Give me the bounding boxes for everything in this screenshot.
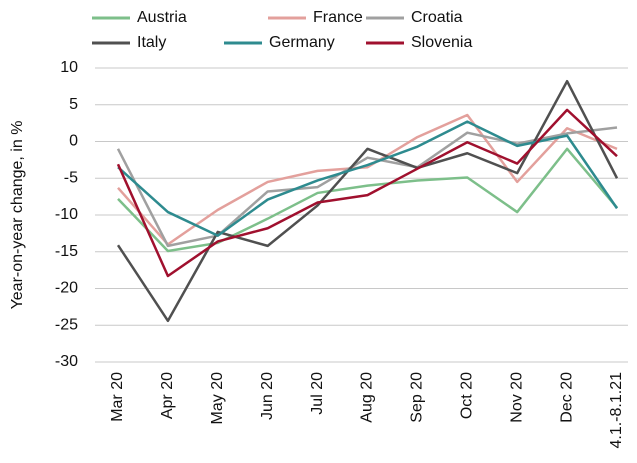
y-tick-label: -20 xyxy=(55,280,78,297)
legend-label: Austria xyxy=(137,9,187,26)
x-tick-label: Jul 20 xyxy=(309,372,326,415)
legend-label: Germany xyxy=(269,34,335,51)
x-tick-label: Dec 20 xyxy=(558,372,575,423)
x-tick-label: Nov 20 xyxy=(508,372,525,423)
series-line xyxy=(117,147,618,253)
y-tick-label: -15 xyxy=(55,243,78,260)
x-tick-label: Aug 20 xyxy=(359,372,376,423)
series-line xyxy=(117,120,619,237)
x-tick-label: Mar 20 xyxy=(109,372,126,422)
x-tick-label: Oct 20 xyxy=(459,372,476,419)
y-tick-label: 5 xyxy=(69,96,78,113)
legend-label: Slovenia xyxy=(411,34,472,51)
x-tick-label: 4.1.-8.1.21 xyxy=(608,372,625,449)
series-line xyxy=(117,113,618,246)
y-tick-label: -30 xyxy=(55,353,78,370)
x-tick-label: Jun 20 xyxy=(259,372,276,420)
y-tick-label: -10 xyxy=(55,206,78,223)
legend-label: France xyxy=(313,9,363,26)
x-tick-label: Sep 20 xyxy=(409,372,426,423)
y-tick-label: 0 xyxy=(69,133,78,150)
legend-label: Italy xyxy=(137,34,166,51)
legend-label: Croatia xyxy=(411,9,463,26)
series-line xyxy=(116,79,619,323)
series-line xyxy=(116,108,618,278)
y-axis-label: Year-on-year change, in % xyxy=(9,121,26,310)
x-tick-label: May 20 xyxy=(209,372,226,425)
x-tick-label: Apr 20 xyxy=(159,372,176,419)
y-tick-label: -25 xyxy=(55,316,78,333)
y-tick-label: -5 xyxy=(64,169,78,186)
y-tick-label: 10 xyxy=(60,59,78,76)
